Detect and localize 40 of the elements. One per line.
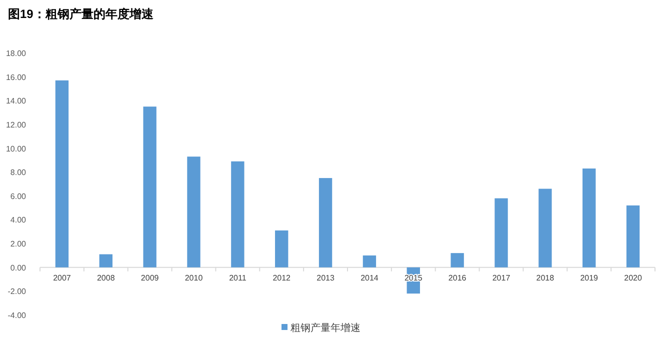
y-tick-label: 10.00: [6, 144, 27, 154]
y-tick-label: 2.00: [10, 240, 27, 249]
x-tick-label: 2019: [580, 273, 599, 282]
x-tick-label: 2007: [53, 273, 72, 282]
y-tick-label: 4.00: [10, 216, 27, 225]
y-tick-label: 16.00: [6, 72, 27, 82]
bar: [362, 255, 376, 268]
y-tick-label: 18.00: [6, 49, 27, 58]
bar: [99, 254, 112, 268]
x-tick-label: 2016: [448, 273, 467, 282]
bar: [450, 253, 464, 268]
y-tick-label: 0.00: [10, 263, 27, 272]
y-tick-label: 14.00: [6, 96, 27, 106]
bar: [275, 230, 288, 268]
x-tick-label: 2008: [96, 273, 116, 282]
x-tick-label: 2013: [316, 273, 335, 282]
x-tick-label: 2012: [272, 273, 292, 282]
bar: [55, 80, 69, 268]
bar: [582, 168, 596, 268]
legend-label: 粗钢产量年增速: [290, 322, 360, 334]
y-tick-label: -4.00: [8, 311, 27, 320]
x-tick-label: 2011: [229, 273, 247, 282]
bar: [318, 178, 332, 268]
bar: [538, 188, 552, 268]
bar: [494, 198, 508, 268]
y-tick-label: 8.00: [10, 168, 27, 178]
x-tick-label: 2020: [624, 273, 642, 282]
y-tick-label: 6.00: [10, 192, 27, 201]
bar: [143, 106, 156, 268]
y-tick-label: -2.00: [8, 287, 27, 296]
x-tick-label: 2017: [492, 273, 511, 282]
y-tick-label: 12.00: [6, 120, 27, 130]
x-tick-label: 2010: [184, 273, 204, 282]
x-tick-label: 2014: [360, 273, 379, 282]
bar: [626, 205, 640, 268]
bar: [187, 156, 200, 268]
x-tick-label: 2009: [140, 273, 160, 282]
bar: [231, 161, 244, 268]
chart-title: 图19：粗钢产量的年度增速: [8, 7, 154, 21]
x-tick-label: 2018: [536, 273, 555, 282]
